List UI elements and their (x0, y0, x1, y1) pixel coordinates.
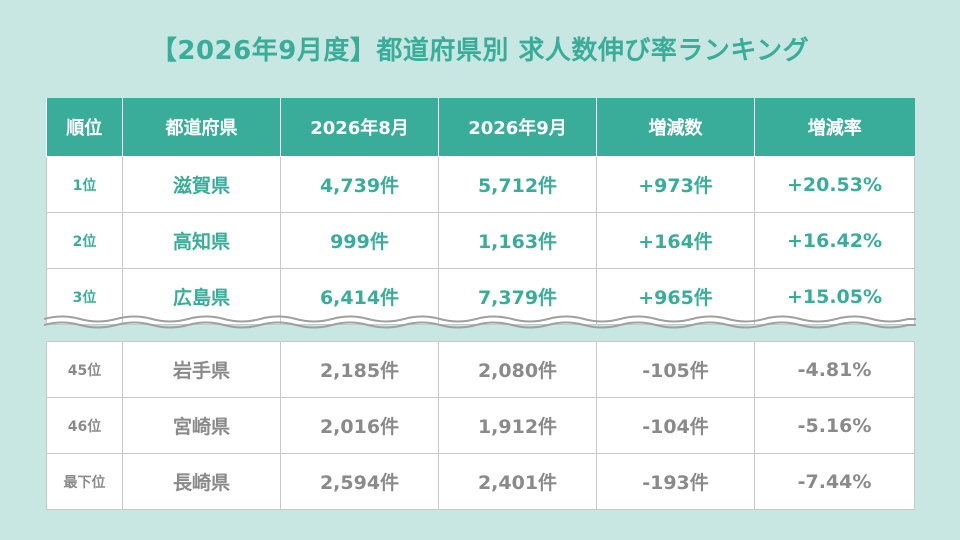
change-rate-cell: +16.42% (754, 212, 915, 269)
rank-cell: 45位 (46, 341, 123, 398)
table-header-row: 順位 都道府県 2026年8月 2026年9月 増減数 増減率 (46, 98, 915, 157)
prefecture-cell: 岩手県 (122, 341, 281, 398)
header-change-rate: 増減率 (754, 98, 915, 157)
prefecture-cell: 広島県 (122, 268, 281, 325)
september-cell: 2,080件 (438, 341, 597, 398)
rank-cell: 46位 (46, 397, 123, 454)
change-count-cell: -193件 (596, 453, 755, 510)
change-rate-cell: +20.53% (754, 156, 915, 213)
table-row: 2位 高知県 999件 1,163件 +164件 +16.42% (46, 212, 915, 269)
ranking-table-top: 順位 都道府県 2026年8月 2026年9月 増減数 増減率 1位 滋賀県 4… (46, 98, 915, 325)
table-row: 46位 宮崎県 2,016件 1,912件 -104件 -5.16% (46, 397, 915, 454)
change-rate-cell: -4.81% (754, 341, 915, 398)
september-cell: 2,401件 (438, 453, 597, 510)
header-august: 2026年8月 (280, 98, 439, 157)
table-row: 最下位 長崎県 2,594件 2,401件 -193件 -7.44% (46, 453, 915, 510)
change-rate-cell: -7.44% (754, 453, 915, 510)
rank-cell: 1位 (46, 156, 123, 213)
rank-cell: 3位 (46, 268, 123, 325)
september-cell: 5,712件 (438, 156, 597, 213)
august-cell: 4,739件 (280, 156, 439, 213)
header-rank: 順位 (46, 98, 123, 157)
header-september: 2026年9月 (438, 98, 597, 157)
august-cell: 2,016件 (280, 397, 439, 454)
header-change-count: 増減数 (596, 98, 755, 157)
august-cell: 2,185件 (280, 341, 439, 398)
change-rate-cell: -5.16% (754, 397, 915, 454)
table-row: 1位 滋賀県 4,739件 5,712件 +973件 +20.53% (46, 156, 915, 213)
change-count-cell: -105件 (596, 341, 755, 398)
page-title: 【2026年9月度】都道府県別 求人数伸び率ランキング (150, 36, 810, 66)
rank-cell: 最下位 (46, 453, 123, 510)
prefecture-cell: 滋賀県 (122, 156, 281, 213)
september-cell: 1,163件 (438, 212, 597, 269)
august-cell: 999件 (280, 212, 439, 269)
ranking-table-bottom: 45位 岩手県 2,185件 2,080件 -105件 -4.81% 46位 宮… (46, 341, 915, 510)
rank-cell: 2位 (46, 212, 123, 269)
september-cell: 7,379件 (438, 268, 597, 325)
change-count-cell: -104件 (596, 397, 755, 454)
table-row: 3位 広島県 6,414件 7,379件 +965件 +15.05% (46, 268, 915, 325)
prefecture-cell: 長崎県 (122, 453, 281, 510)
prefecture-cell: 宮崎県 (122, 397, 281, 454)
august-cell: 2,594件 (280, 453, 439, 510)
table-break-wave (44, 315, 916, 329)
header-prefecture: 都道府県 (122, 98, 281, 157)
september-cell: 1,912件 (438, 397, 597, 454)
table-row: 45位 岩手県 2,185件 2,080件 -105件 -4.81% (46, 341, 915, 398)
prefecture-cell: 高知県 (122, 212, 281, 269)
change-count-cell: +164件 (596, 212, 755, 269)
change-rate-cell: +15.05% (754, 268, 915, 325)
change-count-cell: +973件 (596, 156, 755, 213)
